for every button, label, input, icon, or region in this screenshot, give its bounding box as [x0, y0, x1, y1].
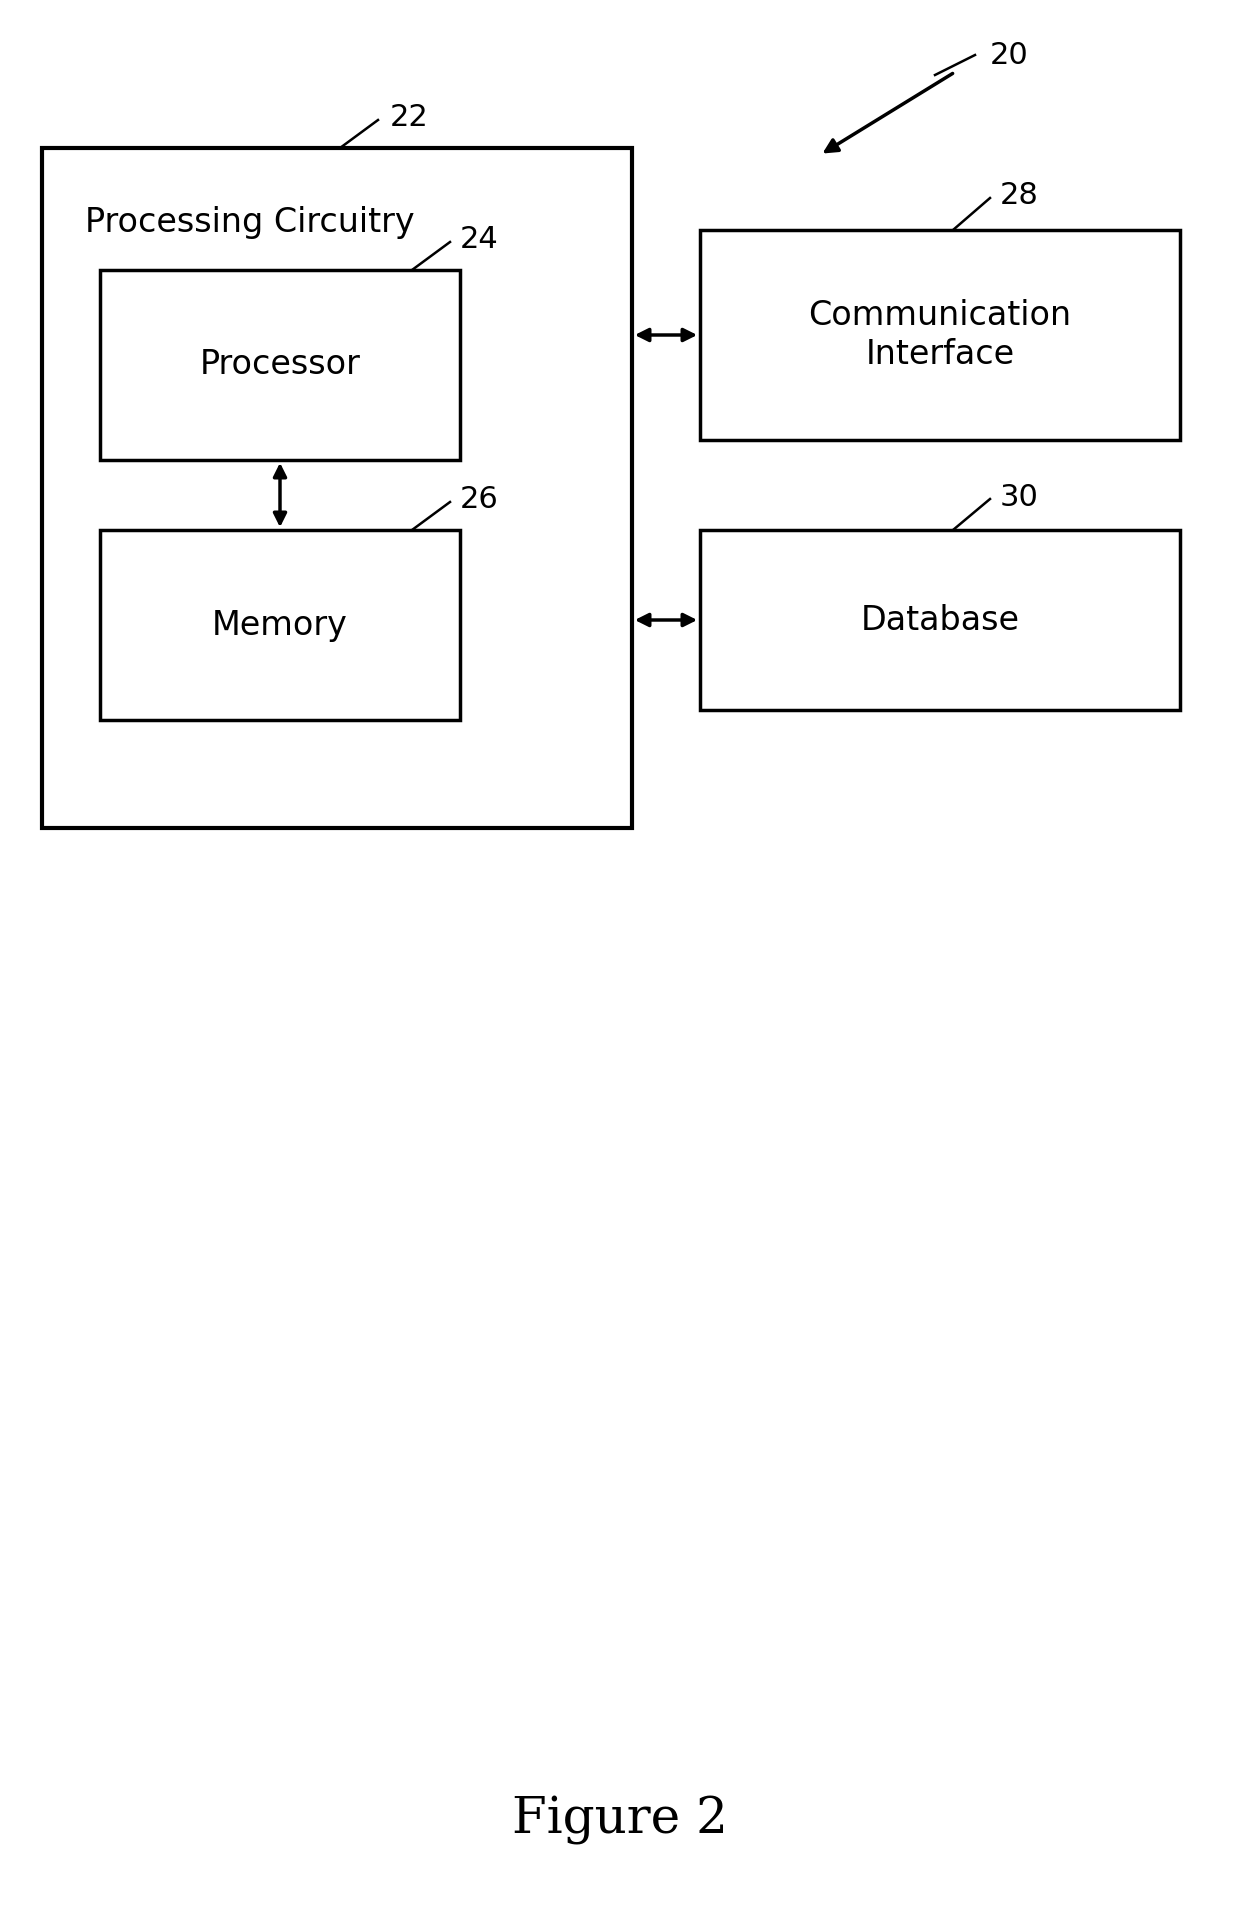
Text: 22: 22	[391, 104, 429, 133]
Bar	[100, 270, 460, 461]
Text: 28: 28	[999, 181, 1039, 210]
Bar	[701, 229, 1180, 440]
Text: 24: 24	[460, 226, 498, 254]
Text: Processor: Processor	[200, 349, 361, 382]
Text: Communication
Interface: Communication Interface	[808, 299, 1071, 370]
Text: 30: 30	[999, 482, 1039, 511]
Text: 26: 26	[460, 486, 498, 515]
Text: 20: 20	[990, 40, 1029, 69]
Text: Memory: Memory	[212, 609, 348, 642]
Text: Figure 2: Figure 2	[512, 1795, 728, 1845]
Bar	[42, 148, 632, 827]
Bar	[701, 530, 1180, 710]
Text: Processing Circuitry: Processing Circuitry	[86, 206, 415, 239]
Bar	[100, 530, 460, 719]
Text: Database: Database	[861, 603, 1019, 636]
